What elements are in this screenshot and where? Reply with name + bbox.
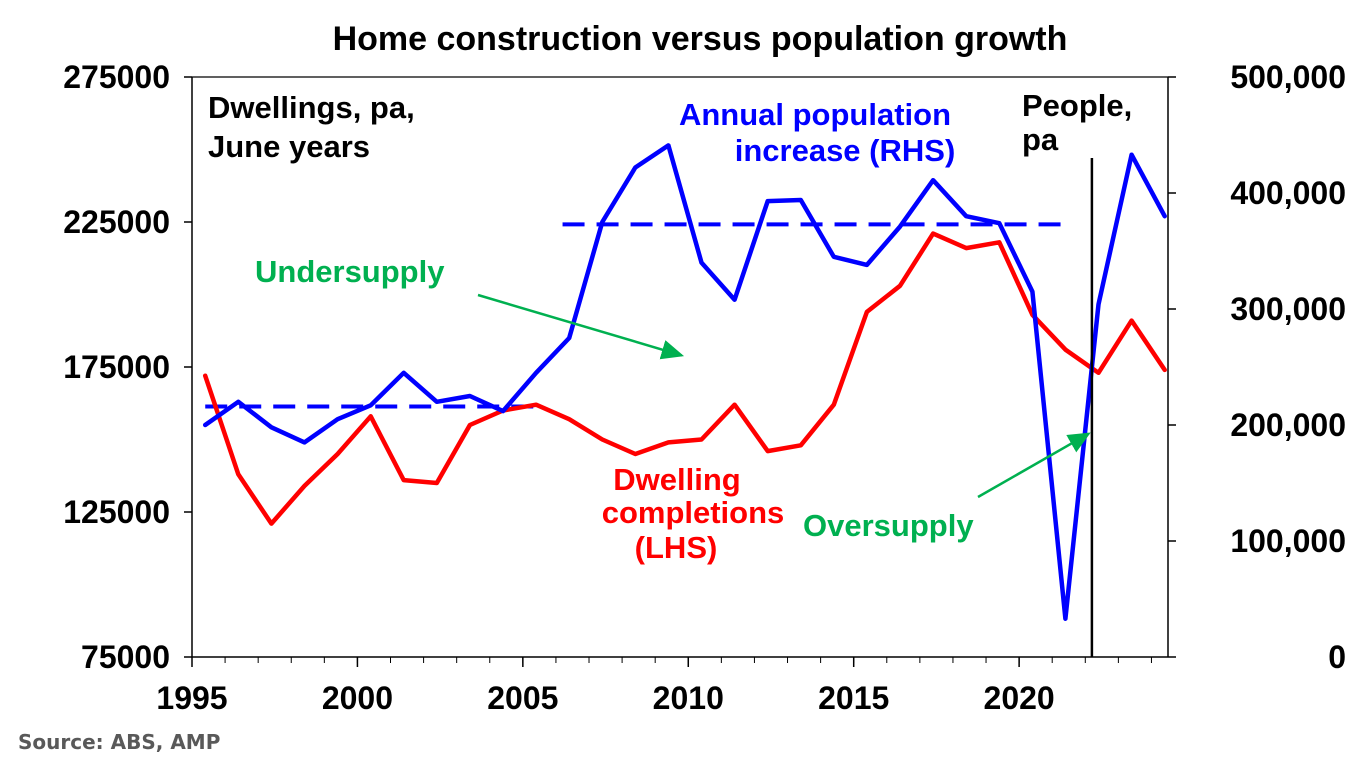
source-note: Source: ABS, AMP: [18, 730, 221, 754]
x-tick-label: 2000: [322, 680, 393, 716]
left-axis-label-line-2: June years: [208, 129, 370, 164]
dwellings-label-line-3: (LHS): [635, 530, 718, 565]
oversupply-label: Oversupply: [803, 508, 974, 543]
x-tick-label: 2005: [487, 680, 558, 716]
right-tick-label: 0: [1328, 639, 1346, 675]
left-tick-label: 225000: [63, 204, 170, 240]
population-label-line-1: Annual population: [679, 97, 951, 132]
right-tick-label: 100,000: [1230, 523, 1346, 559]
right-tick-label: 300,000: [1230, 291, 1346, 327]
series-label-dwellings: Dwelling completions (LHS): [602, 462, 785, 565]
undersupply-label: Undersupply: [255, 254, 445, 289]
left-tick-label: 75000: [81, 639, 170, 675]
x-tick-label: 1995: [156, 680, 227, 716]
x-tick-label: 2015: [818, 680, 889, 716]
left-tick-label: 275000: [63, 59, 170, 95]
left-tick-label: 125000: [63, 494, 170, 530]
right-axis-label-line-2: pa: [1022, 122, 1059, 157]
left-axis-label-line-1: Dwellings, pa,: [208, 90, 415, 125]
chart-title: Home construction versus population grow…: [333, 20, 1068, 58]
left-axis-label: Dwellings, pa, June years: [208, 90, 415, 164]
population-increase-line: [202, 143, 1167, 621]
oversupply-arrow: [977, 432, 1091, 499]
series-label-population: Annual population increase (RHS): [679, 97, 955, 168]
dwellings-label-line-1: Dwelling: [613, 462, 740, 497]
dwelling-completions-line: [202, 231, 1167, 526]
right-tick-label: 400,000: [1230, 175, 1346, 211]
right-axis-label: People, pa: [1022, 88, 1132, 157]
right-tick-label: 200,000: [1230, 407, 1346, 443]
dwellings-label-line-2: completions: [602, 495, 785, 530]
undersupply-arrow: [477, 293, 685, 360]
right-axis-label-line-1: People,: [1022, 88, 1132, 123]
population-label-line-2: increase (RHS): [735, 133, 956, 168]
x-tick-label: 2010: [653, 680, 724, 716]
left-tick-label: 175000: [63, 349, 170, 385]
right-tick-label: 500,000: [1230, 59, 1346, 95]
x-tick-label: 2020: [984, 680, 1055, 716]
